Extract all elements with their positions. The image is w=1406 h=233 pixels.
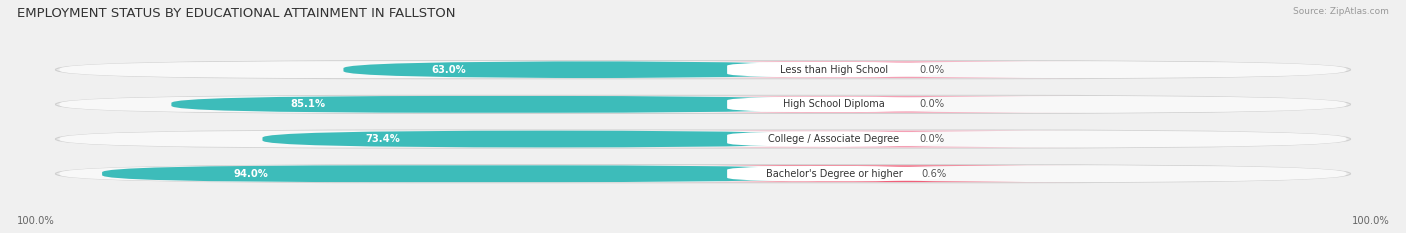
FancyBboxPatch shape	[263, 131, 834, 147]
Text: 0.0%: 0.0%	[920, 65, 945, 75]
FancyBboxPatch shape	[657, 165, 1084, 182]
FancyBboxPatch shape	[727, 166, 941, 182]
Text: Less than High School: Less than High School	[780, 65, 889, 75]
FancyBboxPatch shape	[59, 130, 1347, 147]
Text: 0.0%: 0.0%	[920, 134, 945, 144]
FancyBboxPatch shape	[59, 165, 1347, 182]
Text: 73.4%: 73.4%	[366, 134, 401, 144]
Text: High School Diploma: High School Diploma	[783, 99, 884, 109]
FancyBboxPatch shape	[655, 61, 1084, 78]
FancyBboxPatch shape	[727, 131, 941, 147]
FancyBboxPatch shape	[103, 165, 834, 182]
Text: 94.0%: 94.0%	[233, 169, 269, 179]
FancyBboxPatch shape	[55, 130, 1351, 148]
FancyBboxPatch shape	[59, 61, 1347, 78]
FancyBboxPatch shape	[59, 96, 1347, 113]
Text: Bachelor's Degree or higher: Bachelor's Degree or higher	[765, 169, 903, 179]
Text: 63.0%: 63.0%	[432, 65, 467, 75]
FancyBboxPatch shape	[727, 96, 941, 113]
Text: Source: ZipAtlas.com: Source: ZipAtlas.com	[1294, 7, 1389, 16]
FancyBboxPatch shape	[727, 62, 941, 78]
FancyBboxPatch shape	[55, 61, 1351, 79]
FancyBboxPatch shape	[655, 96, 1084, 113]
FancyBboxPatch shape	[172, 96, 834, 113]
Text: 0.6%: 0.6%	[921, 169, 946, 179]
Text: 100.0%: 100.0%	[1351, 216, 1389, 226]
Text: College / Associate Degree: College / Associate Degree	[768, 134, 900, 144]
Text: 0.0%: 0.0%	[920, 99, 945, 109]
Text: 85.1%: 85.1%	[291, 99, 326, 109]
Text: EMPLOYMENT STATUS BY EDUCATIONAL ATTAINMENT IN FALLSTON: EMPLOYMENT STATUS BY EDUCATIONAL ATTAINM…	[17, 7, 456, 20]
FancyBboxPatch shape	[55, 165, 1351, 183]
Text: 100.0%: 100.0%	[17, 216, 55, 226]
FancyBboxPatch shape	[343, 61, 834, 78]
FancyBboxPatch shape	[655, 131, 1084, 147]
FancyBboxPatch shape	[55, 95, 1351, 113]
